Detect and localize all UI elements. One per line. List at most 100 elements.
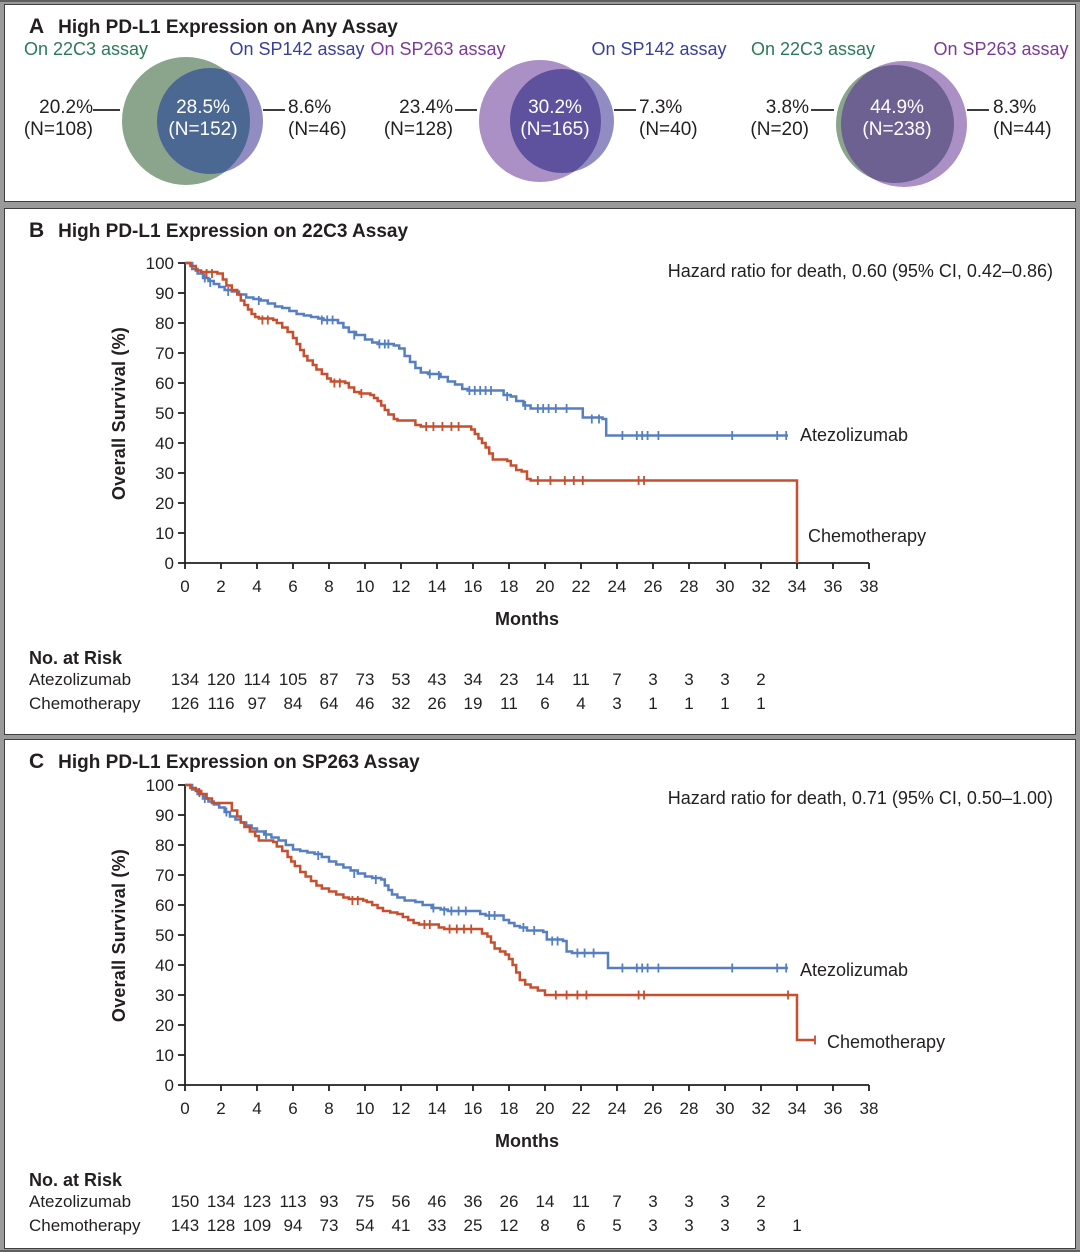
risk-value: 73 bbox=[319, 1216, 339, 1235]
venn-overlap bbox=[157, 68, 250, 174]
risk-value: 56 bbox=[391, 1192, 411, 1211]
risk-row-label-chemotherapy: Chemotherapy bbox=[29, 1216, 141, 1235]
x-tick-label: 24 bbox=[608, 1099, 627, 1118]
panel-letter: A bbox=[29, 15, 45, 38]
y-tick-label: 30 bbox=[155, 464, 174, 483]
x-tick-label: 34 bbox=[788, 577, 807, 596]
km-step-line bbox=[185, 783, 788, 970]
y-tick-label: 100 bbox=[146, 254, 174, 273]
risk-value: 1 bbox=[648, 694, 658, 713]
venn-overlap bbox=[841, 65, 954, 183]
x-tick-label: 0 bbox=[180, 577, 189, 596]
y-tick-label: 10 bbox=[155, 1046, 174, 1065]
panel-c-title: C High PD-L1 Expression on SP263 Assay bbox=[29, 750, 420, 773]
risk-value: 1 bbox=[756, 694, 766, 713]
venn2-right-value: 8.3% (N=44) bbox=[993, 97, 1052, 140]
risk-value: 109 bbox=[242, 1216, 272, 1235]
x-tick-label: 38 bbox=[860, 1099, 879, 1118]
y-tick-label: 70 bbox=[155, 344, 174, 363]
curve-label-chemotherapy: Chemotherapy bbox=[827, 1032, 946, 1052]
risk-value: 3 bbox=[648, 1216, 658, 1235]
x-tick-label: 34 bbox=[788, 1099, 807, 1118]
risk-value: 84 bbox=[283, 694, 303, 713]
risk-value: 105 bbox=[278, 670, 308, 689]
curve-label-atezolizumab: Atezolizumab bbox=[800, 960, 909, 980]
risk-value: 26 bbox=[499, 1192, 519, 1211]
risk-value: 43 bbox=[427, 670, 447, 689]
y-tick-label: 10 bbox=[155, 524, 174, 543]
x-tick-label: 28 bbox=[680, 1099, 699, 1118]
risk-value: 23 bbox=[499, 670, 519, 689]
risk-value: 11 bbox=[572, 1192, 590, 1211]
risk-value: 6 bbox=[576, 1216, 586, 1235]
x-tick-label: 30 bbox=[716, 577, 735, 596]
risk-value: 73 bbox=[355, 670, 375, 689]
risk-table-header: No. at Risk bbox=[29, 1170, 123, 1190]
venn0-center-value: 28.5% (N=152) bbox=[168, 97, 238, 140]
panel-heading: High PD-L1 Expression on Any Assay bbox=[58, 17, 398, 38]
risk-row-label-atezolizumab: Atezolizumab bbox=[29, 1192, 132, 1211]
venn0-right-assay-label: On SP142 assay bbox=[229, 39, 365, 59]
risk-value: 2 bbox=[756, 670, 766, 689]
x-tick-label: 4 bbox=[252, 1099, 261, 1118]
risk-value: 53 bbox=[391, 670, 411, 689]
venn1-right-assay-label: On SP142 assay bbox=[591, 39, 727, 59]
axes bbox=[178, 784, 870, 1091]
risk-value: 7 bbox=[612, 670, 622, 689]
y-tick-label: 50 bbox=[155, 404, 174, 423]
risk-value: 41 bbox=[391, 1216, 411, 1235]
risk-value: 128 bbox=[206, 1216, 236, 1235]
risk-value: 87 bbox=[319, 670, 339, 689]
y-tick-label: 60 bbox=[155, 374, 174, 393]
x-tick-label: 38 bbox=[860, 577, 879, 596]
km-step-line bbox=[185, 261, 799, 563]
risk-value: 3 bbox=[684, 1192, 694, 1211]
risk-value: 12 bbox=[499, 1216, 519, 1235]
km-step-line bbox=[185, 261, 788, 437]
risk-row-label-chemotherapy: Chemotherapy bbox=[29, 694, 141, 713]
x-tick-label: 20 bbox=[536, 577, 555, 596]
risk-table-header: No. at Risk bbox=[29, 648, 123, 668]
venn0-right-value: 8.6% (N=46) bbox=[288, 97, 347, 140]
x-tick-label: 6 bbox=[288, 577, 297, 596]
risk-value: 1 bbox=[792, 1216, 802, 1235]
risk-value: 33 bbox=[427, 1216, 447, 1235]
y-tick-label: 20 bbox=[155, 1016, 174, 1035]
risk-value: 114 bbox=[243, 670, 271, 689]
risk-value: 97 bbox=[247, 694, 267, 713]
risk-value: 3 bbox=[720, 1216, 730, 1235]
risk-value: 8 bbox=[540, 1216, 550, 1235]
x-tick-label: 2 bbox=[216, 577, 225, 596]
curve-label-atezolizumab: Atezolizumab bbox=[800, 425, 909, 445]
venn0-left-assay-label: On 22C3 assay bbox=[23, 39, 149, 59]
risk-value: 11 bbox=[500, 694, 518, 713]
venn2-center-value: 44.9% (N=238) bbox=[862, 97, 932, 140]
risk-value: 3 bbox=[612, 694, 622, 713]
y-tick-label: 50 bbox=[155, 926, 174, 945]
x-tick-label: 12 bbox=[392, 577, 411, 596]
x-tick-label: 22 bbox=[572, 1099, 591, 1118]
x-tick-label: 24 bbox=[608, 577, 627, 596]
y-tick-label: 70 bbox=[155, 866, 174, 885]
risk-value: 64 bbox=[319, 694, 339, 713]
risk-value: 126 bbox=[170, 694, 200, 713]
x-tick-label: 28 bbox=[680, 577, 699, 596]
venn1-left-assay-label: On SP263 assay bbox=[370, 39, 506, 59]
risk-value: 46 bbox=[427, 1192, 447, 1211]
x-tick-label: 22 bbox=[572, 577, 591, 596]
x-tick-label: 8 bbox=[324, 1099, 333, 1118]
venn2-left-value: 3.8% (N=20) bbox=[750, 97, 809, 140]
venn0-left-value: 20.2% (N=108) bbox=[23, 97, 93, 140]
risk-value: 4 bbox=[576, 694, 586, 713]
x-tick-label: 0 bbox=[180, 1099, 189, 1118]
x-tick-label: 20 bbox=[536, 1099, 555, 1118]
x-tick-label: 18 bbox=[500, 1099, 519, 1118]
x-tick-label: 12 bbox=[392, 1099, 411, 1118]
y-tick-label: 80 bbox=[155, 836, 174, 855]
risk-value: 14 bbox=[535, 1192, 555, 1211]
risk-value: 32 bbox=[391, 694, 411, 713]
x-tick-label: 30 bbox=[716, 1099, 735, 1118]
risk-value: 7 bbox=[612, 1192, 622, 1211]
